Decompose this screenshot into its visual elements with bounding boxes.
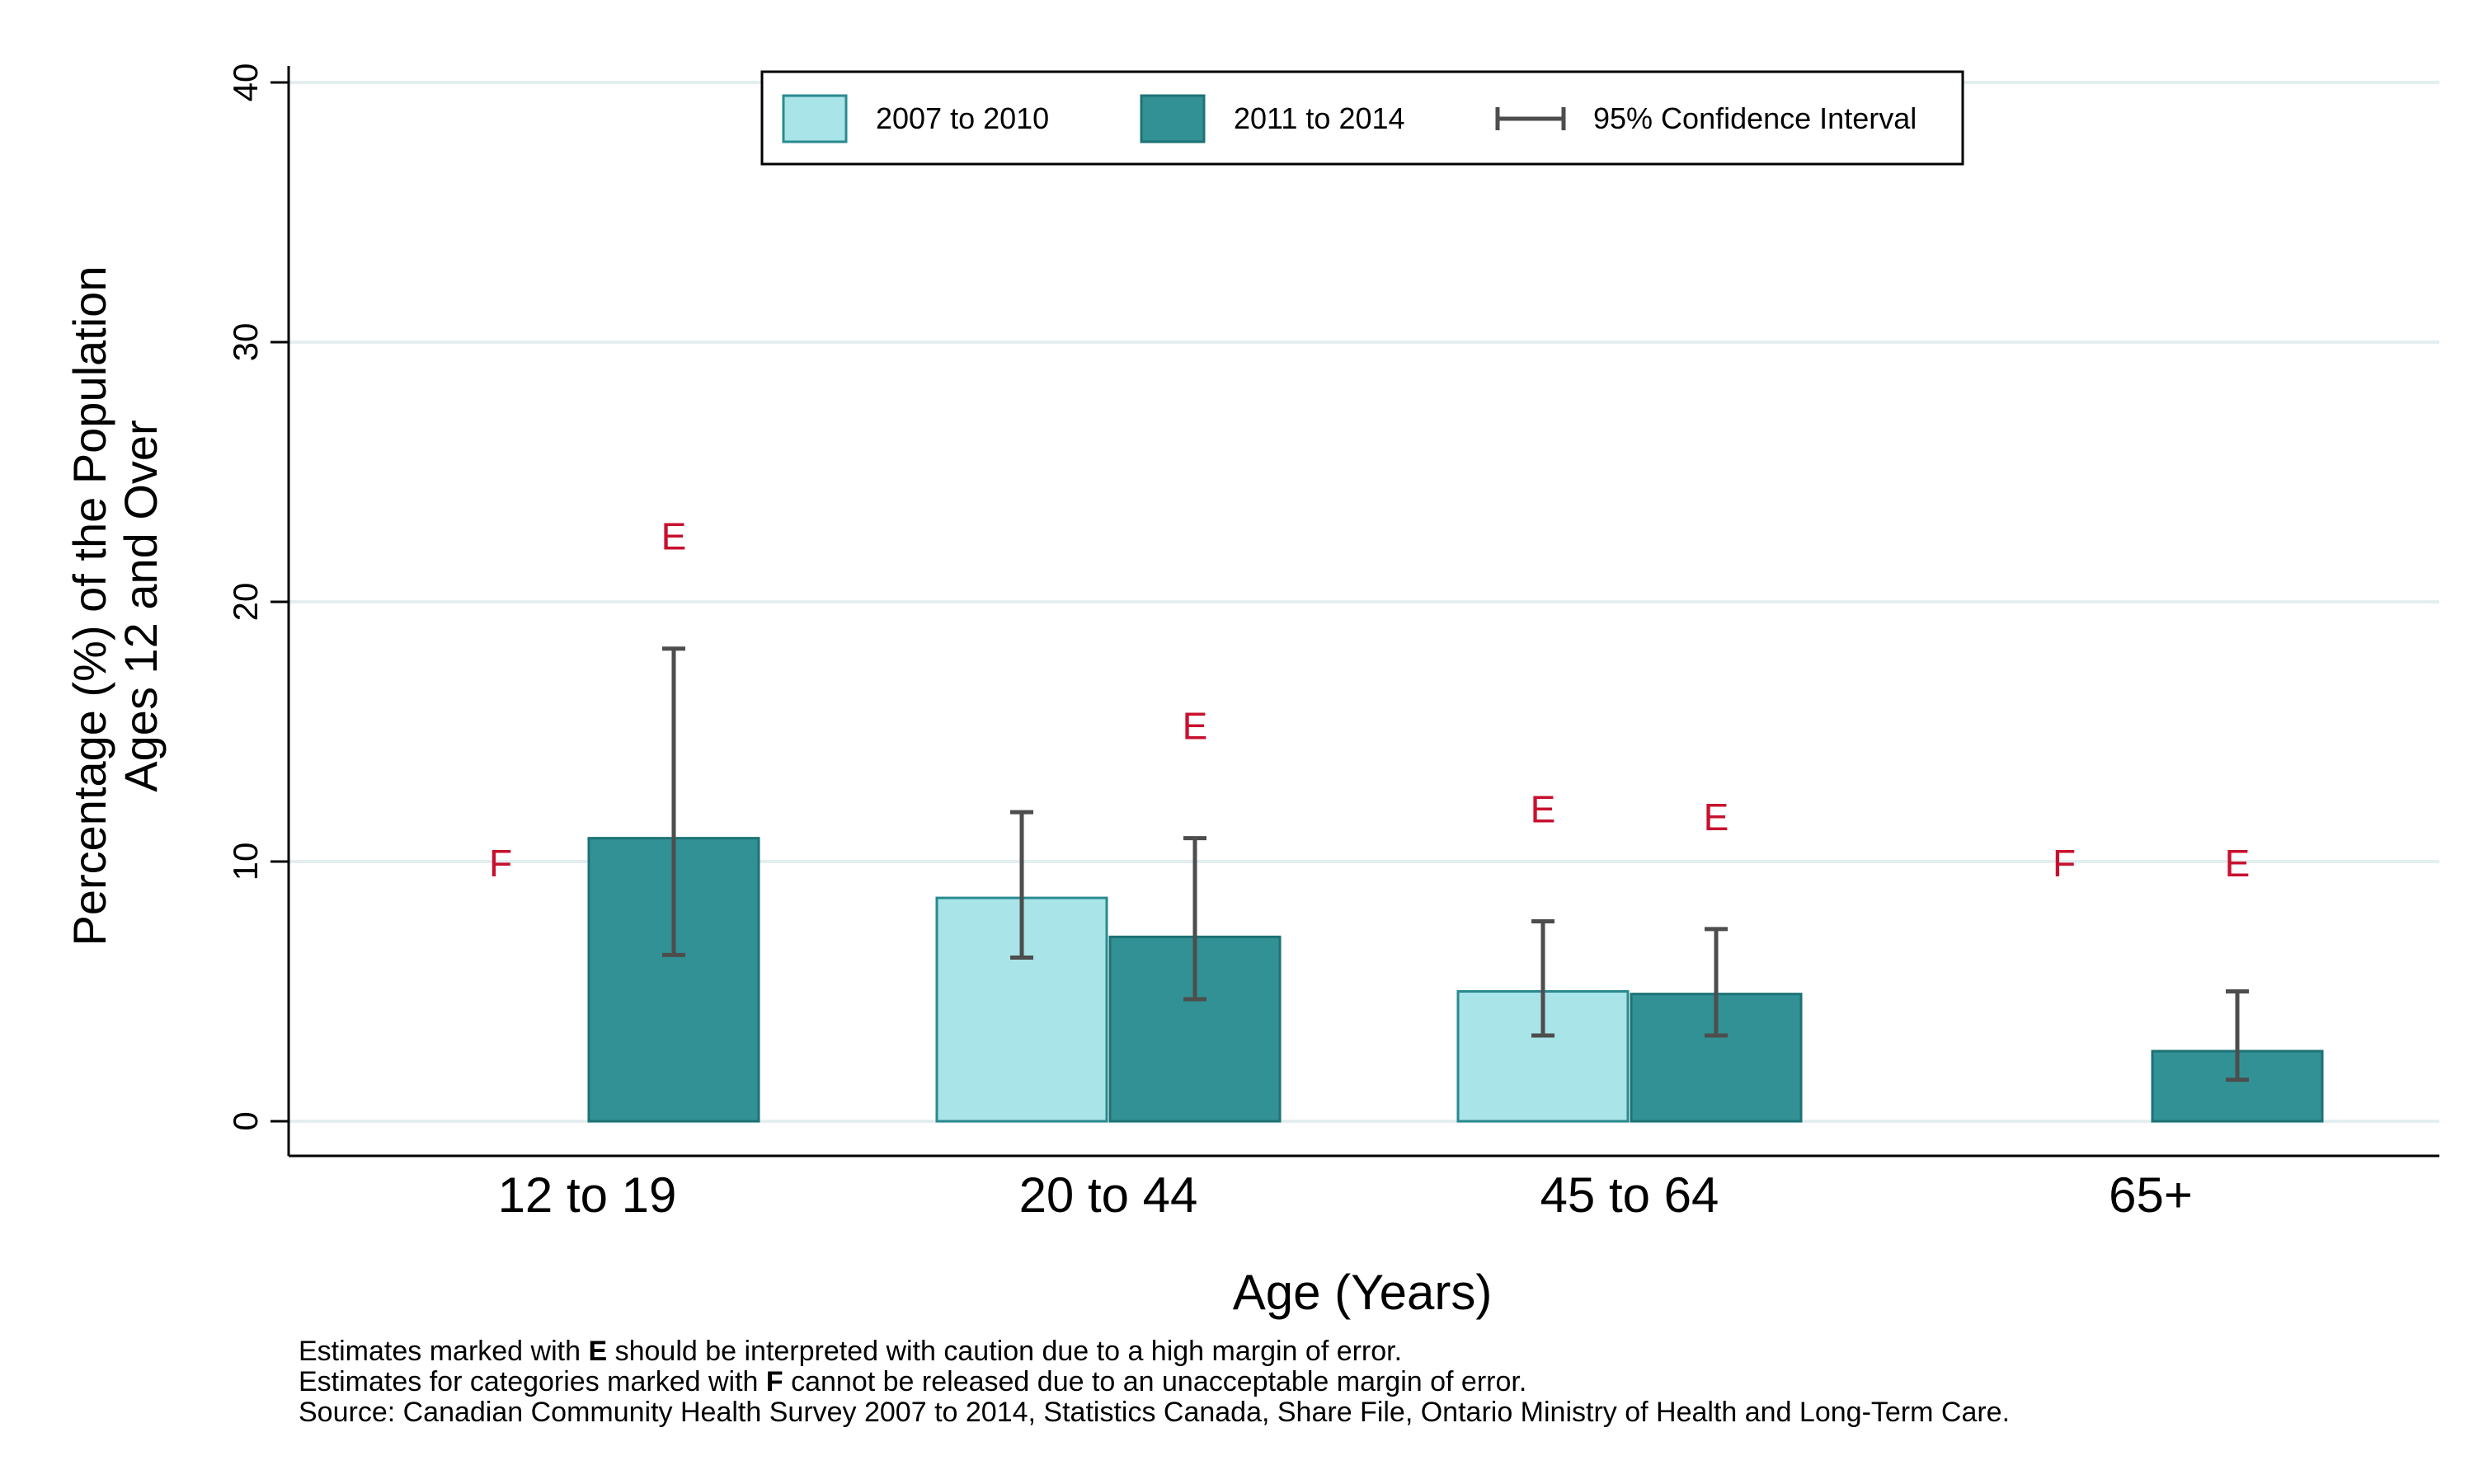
estimate-flag: E (1531, 787, 1556, 830)
y-tick-label: 10 (226, 843, 265, 881)
confidence-intervals (662, 646, 2249, 1082)
legend-label-ci: 95% Confidence Interval (1593, 101, 1917, 135)
estimate-flag: E (1704, 796, 1729, 838)
x-tick-label: 12 to 19 (498, 1167, 677, 1223)
estimate-flag: F (489, 842, 512, 885)
estimate-flag: E (661, 515, 687, 558)
y-tick-label: 0 (226, 1111, 265, 1130)
legend-label-series-2: 2011 to 2014 (1234, 101, 1405, 135)
y-tick-label: 20 (226, 583, 265, 622)
x-tick-label: 45 to 64 (1540, 1167, 1719, 1223)
estimate-flag: F (2053, 842, 2076, 885)
estimate-flag: E (1183, 705, 1208, 748)
y-ticks: 0 10 20 30 40 (226, 63, 289, 1131)
legend-ci-icon (1495, 107, 1566, 130)
legend: 2007 to 2010 2011 to 2014 95% Confidence… (760, 70, 1964, 166)
footnote-1: Estimates marked with E should be interp… (299, 1336, 1403, 1367)
bars (587, 837, 2324, 1123)
y-axis-title-line1: Percentage (%) of the Population (63, 266, 115, 946)
x-axis-title: Age (Years) (1233, 1265, 1493, 1320)
bar-series-1 (1456, 990, 1630, 1123)
axes (287, 66, 2439, 1158)
x-tick-label: 65+ (2109, 1167, 2193, 1223)
legend-swatch-series-1 (782, 94, 848, 143)
legend-swatch-series-2 (1140, 94, 1206, 143)
y-tick-label: 30 (226, 323, 265, 362)
y-tick-label: 40 (226, 63, 265, 102)
x-tick-label: 20 to 44 (1019, 1167, 1198, 1223)
footnote-2: Estimates for categories marked with F c… (299, 1366, 1527, 1397)
legend-label-series-1: 2007 to 2010 (876, 101, 1049, 135)
estimate-flag: E (2225, 842, 2251, 885)
footnote-source: Source: Canadian Community Health Survey… (299, 1397, 2011, 1428)
legend-box (760, 70, 1964, 166)
y-axis-title-line2: Ages 12 and Over (115, 420, 167, 791)
x-ticks: 12 to 19 20 to 44 45 to 64 65+ (498, 1167, 2193, 1223)
flags: F E F E E E E (489, 515, 2250, 885)
